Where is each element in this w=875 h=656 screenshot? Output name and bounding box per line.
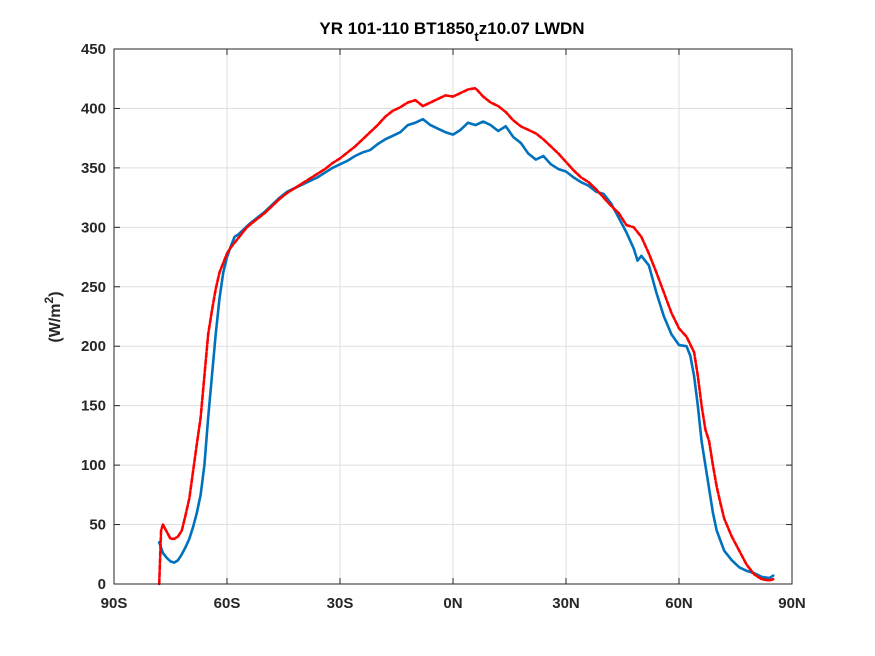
ylabel-superscript: 2 [42,296,56,303]
axes [113,48,793,585]
title-subscript: t [474,29,479,44]
x-tick-label-5: 60N [665,595,693,612]
series-layer [157,86,775,586]
x-tick-labels: 90S 60S 30S 0N 30N 60N 90N [101,595,806,612]
y-tick-label-4: 200 [81,338,106,355]
x-tick-label-1: 60S [214,595,241,612]
y-tick-labels: 0 50 100 150 200 250 300 350 400 450 [81,41,106,593]
series-line-1 [157,86,775,586]
y-tick-label-9: 450 [81,41,106,58]
x-tick-label-4: 30N [552,595,580,612]
x-tick-label-2: 30S [327,595,354,612]
x-tick-label-6: 90N [778,595,806,612]
y-tick-label-5: 250 [81,279,106,296]
y-tick-label-6: 300 [81,219,106,236]
chart-title: YR 101-110 BT1850tz10.07 LWDN [319,19,584,44]
y-tick-label-0: 0 [98,576,106,593]
y-tick-label-8: 400 [81,100,106,117]
x-tick-label-0: 90S [101,595,128,612]
y-axis-label: (W/m2) [42,291,64,342]
title-main: YR 101-110 BT1850 [319,19,474,38]
ylabel-main: (W/m [47,303,64,342]
y-tick-label-7: 350 [81,160,106,177]
series-line-0 [157,117,775,580]
title-suffix: z10.07 LWDN [479,19,585,38]
y-tick-label-1: 50 [89,517,106,534]
y-tick-label-2: 100 [81,457,106,474]
x-tick-label-3: 0N [443,595,462,612]
ylabel-suffix: ) [47,291,64,296]
y-tick-label-3: 150 [81,398,106,415]
